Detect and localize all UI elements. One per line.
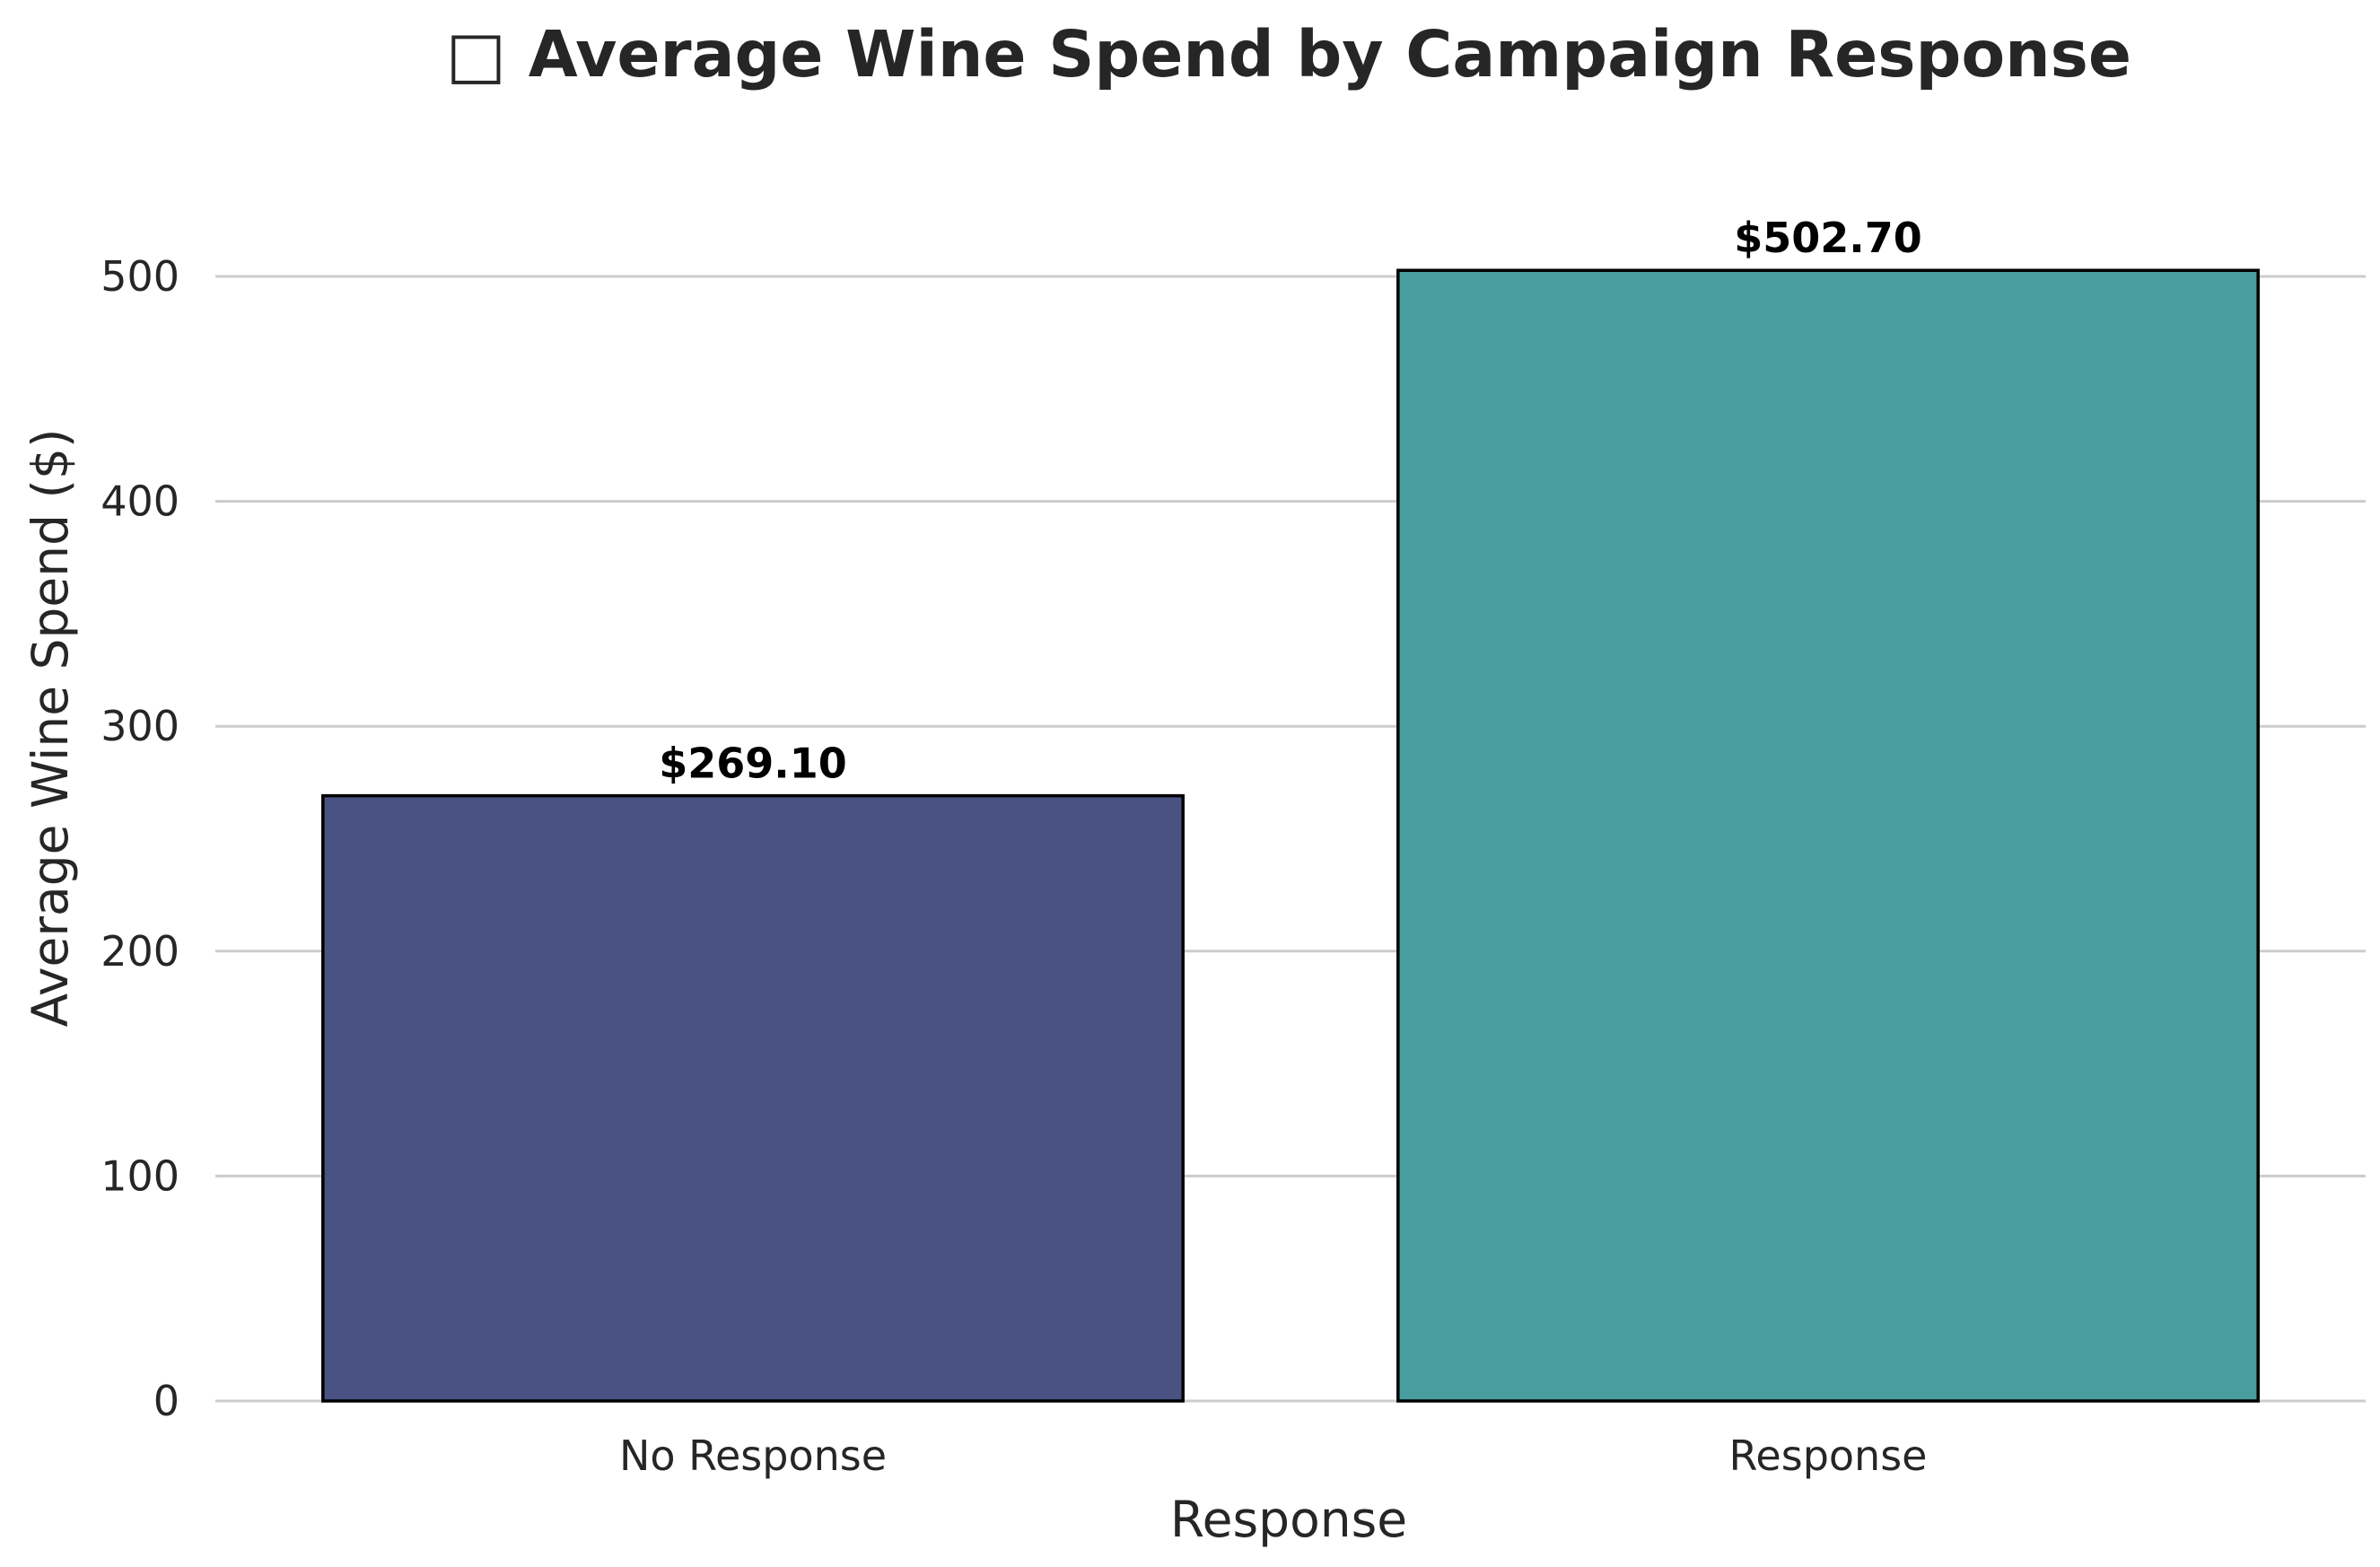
y-axis-label: Average Wine Spend ($) bbox=[22, 429, 79, 1028]
data-labels: $269.10 $502.70 bbox=[659, 214, 1922, 787]
bar-response bbox=[1396, 268, 2260, 1403]
x-tick-label: Response bbox=[1729, 1431, 1928, 1480]
bar-value-label: $269.10 bbox=[659, 740, 847, 788]
x-axis-label: Response bbox=[1170, 1491, 1407, 1548]
y-tick-label: 300 bbox=[101, 702, 179, 750]
y-tick-label: 0 bbox=[153, 1377, 179, 1425]
bar-value-label: $502.70 bbox=[1734, 214, 1922, 262]
y-tick-label: 100 bbox=[101, 1151, 179, 1200]
bar-no-response bbox=[321, 793, 1185, 1403]
x-tick-label: No Response bbox=[619, 1431, 887, 1480]
x-axis-ticks: No Response Response bbox=[619, 1431, 1928, 1480]
y-tick-label: 400 bbox=[101, 477, 179, 526]
y-tick-label: 200 bbox=[101, 927, 179, 976]
bars bbox=[321, 268, 2260, 1403]
y-tick-label: 500 bbox=[101, 252, 179, 301]
chart-title: □ Average Wine Spend by Campaign Respons… bbox=[446, 17, 2131, 92]
y-axis-ticks: 0 100 200 300 400 500 bbox=[101, 252, 179, 1425]
